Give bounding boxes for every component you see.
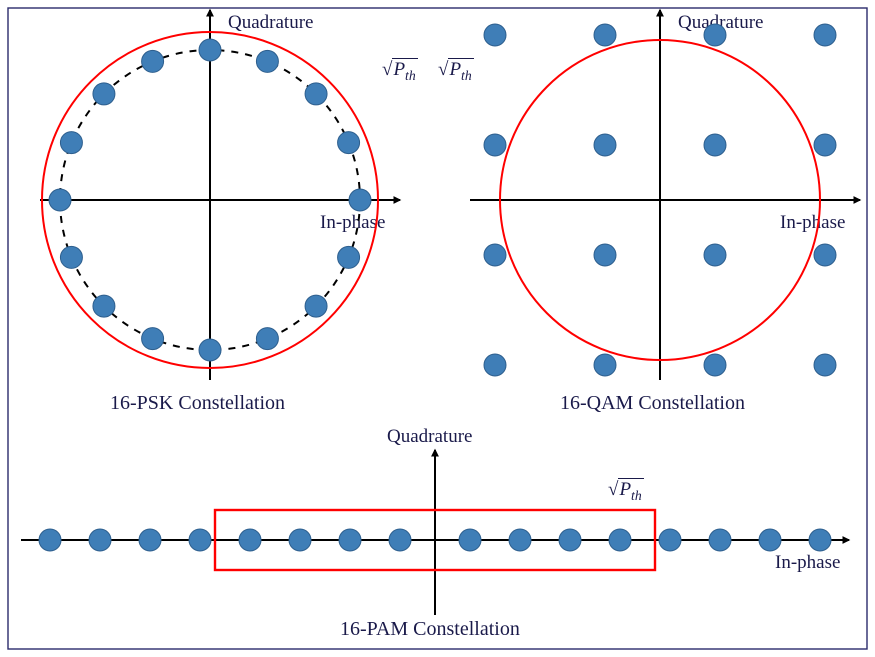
svg-text:In-phase: In-phase	[780, 212, 845, 233]
qam-caption: 16-QAM Constellation	[560, 392, 745, 415]
psk-pth-label: √Pth	[382, 58, 418, 84]
pth-P: P	[619, 479, 631, 500]
pam-caption: 16-PAM Constellation	[340, 618, 520, 641]
pth-P: P	[449, 59, 461, 80]
svg-text:Quadrature: Quadrature	[387, 426, 472, 447]
pam-pth-label: √Pth	[608, 478, 644, 504]
pth-sub: th	[461, 68, 472, 83]
pth-sub: th	[631, 488, 642, 503]
pth-sub: th	[405, 68, 416, 83]
svg-text:In-phase: In-phase	[775, 552, 840, 573]
svg-text:Quadrature: Quadrature	[228, 12, 313, 33]
diagram-svg: QuadratureIn-phaseQuadratureIn-phaseQuad…	[0, 0, 875, 657]
qam-pth-label: √Pth	[438, 58, 474, 84]
pth-P: P	[393, 59, 405, 80]
figure-frame: QuadratureIn-phaseQuadratureIn-phaseQuad…	[0, 0, 875, 657]
psk-caption: 16-PSK Constellation	[110, 392, 285, 415]
